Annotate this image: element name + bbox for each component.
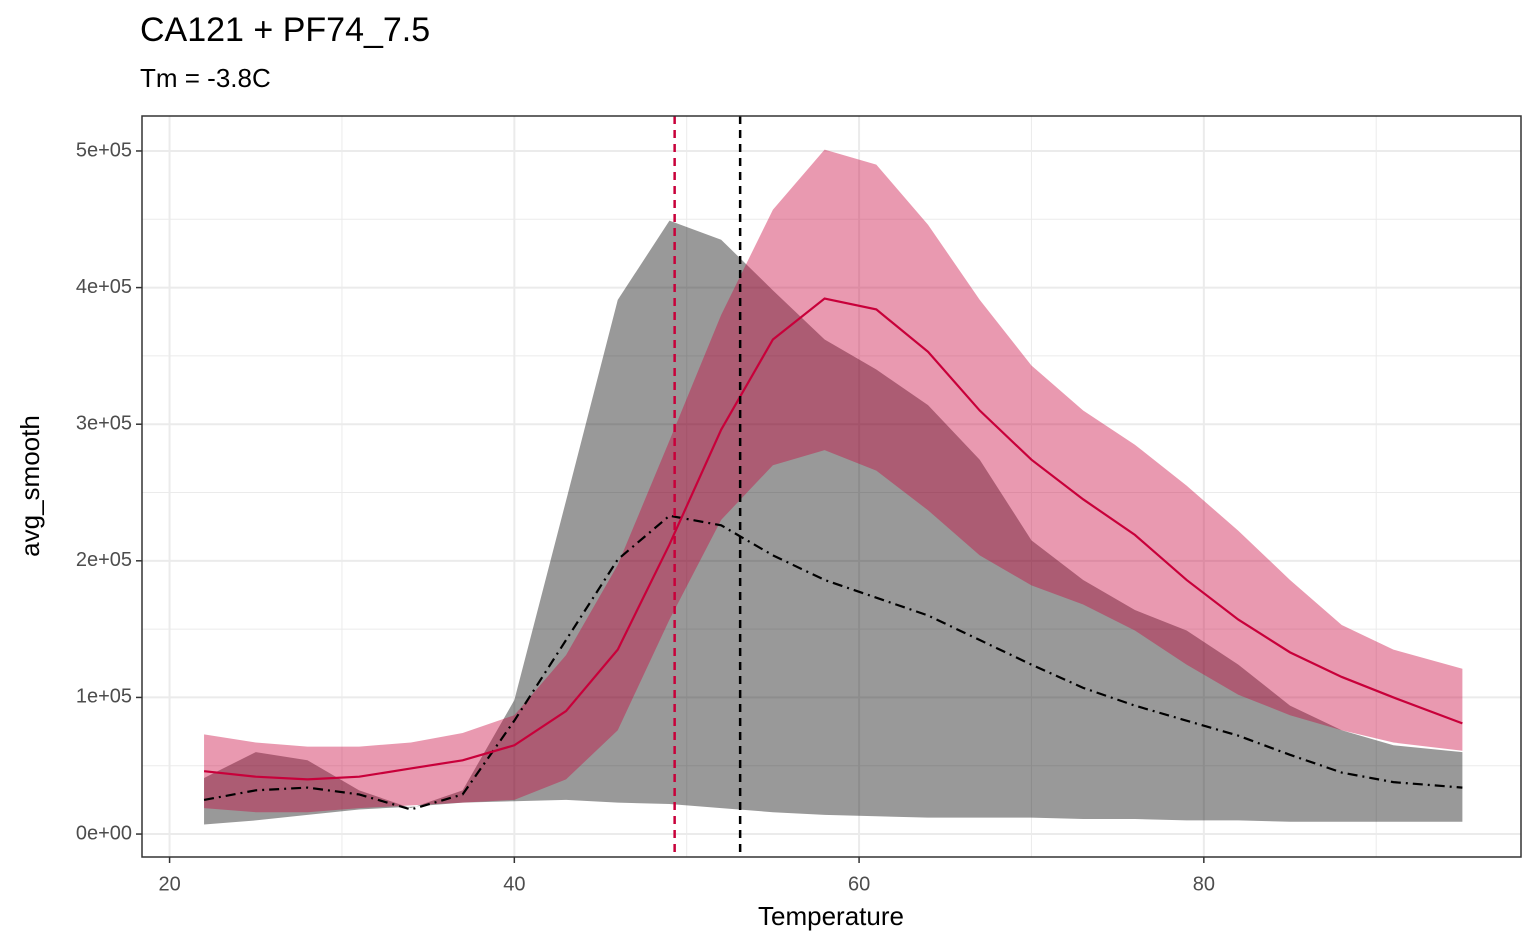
line (203, 297, 1463, 781)
chart-subtitle: Tm = -3.8C (140, 63, 271, 93)
y-tick-label: 3e+05 (76, 412, 132, 434)
y-tick-label: 4e+05 (76, 276, 132, 298)
ribbon (204, 149, 1463, 813)
x-tick-label: 60 (848, 873, 870, 895)
y-tick-label: 0e+00 (76, 822, 132, 844)
ribbon (204, 220, 1463, 825)
y-axis-title: avg_smooth (15, 415, 45, 557)
x-axis-title: Temperature (758, 901, 904, 931)
x-tick-label: 80 (1193, 873, 1215, 895)
chart-title: CA121 + PF74_7.5 (140, 11, 430, 49)
x-tick-label: 20 (158, 873, 180, 895)
line (203, 514, 1463, 811)
y-tick-label: 5e+05 (76, 139, 132, 161)
y-tick-label: 2e+05 (76, 549, 132, 571)
y-tick-label: 1e+05 (76, 686, 132, 708)
panel-border (141, 115, 1522, 858)
x-tick-label: 40 (503, 873, 525, 895)
